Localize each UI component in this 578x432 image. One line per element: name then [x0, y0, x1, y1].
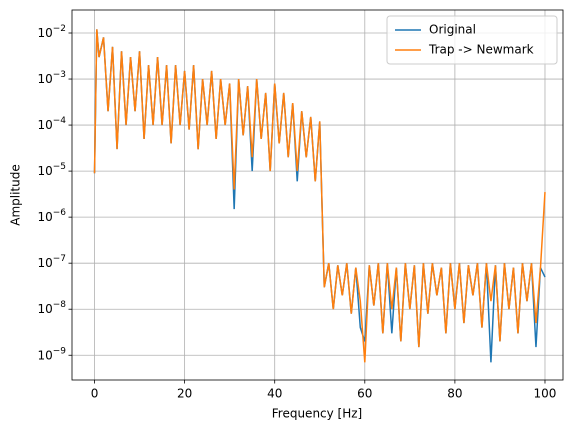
legend-label: Original: [429, 23, 476, 37]
series-line: [93, 29, 546, 363]
legend-box: [386, 15, 558, 65]
x-tick-label: 20: [177, 387, 192, 401]
y-tick-label: 10−9: [37, 346, 66, 362]
x-axis-label: Frequency [Hz]: [272, 407, 363, 421]
x-tick-label: 0: [91, 387, 99, 401]
y-tick-label: 10−7: [37, 254, 66, 270]
y-axis-label: Amplitude: [9, 164, 23, 226]
y-tick-label: 10−5: [37, 162, 66, 178]
axes-frame: [71, 9, 564, 381]
legend-label: Trap -> Newmark: [428, 43, 534, 57]
x-tick-label: 60: [357, 387, 372, 401]
y-tick-label: 10−3: [37, 70, 66, 86]
y-tick-label: 10−4: [37, 116, 66, 132]
y-tick-label: 10−8: [37, 300, 66, 316]
y-tick-label: 10−6: [37, 208, 66, 224]
x-tick-label: 100: [534, 387, 557, 401]
x-tick-label: 80: [447, 387, 462, 401]
x-tick-label: 40: [267, 387, 282, 401]
y-tick-label: 10−2: [37, 24, 66, 40]
